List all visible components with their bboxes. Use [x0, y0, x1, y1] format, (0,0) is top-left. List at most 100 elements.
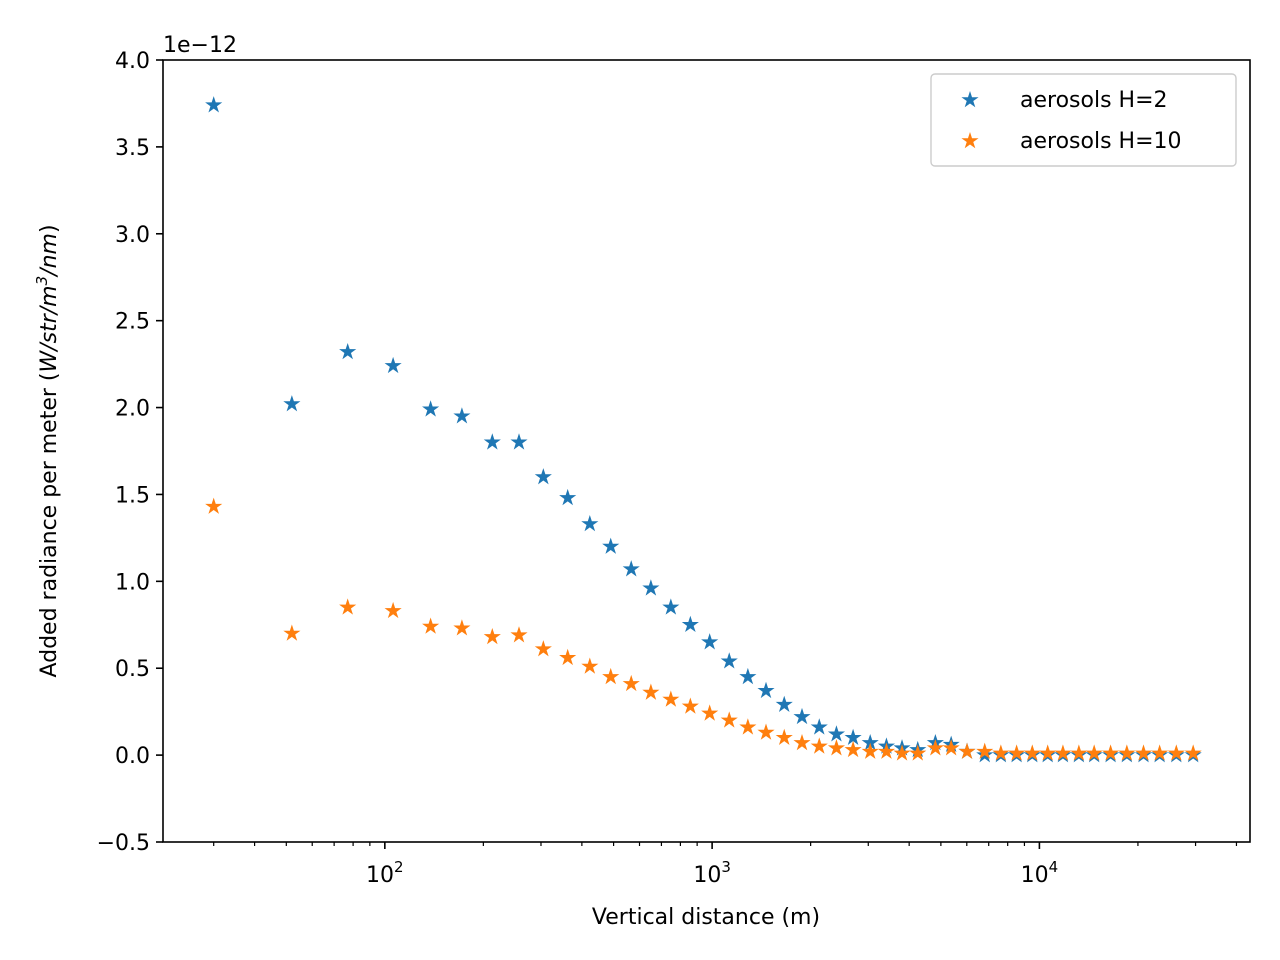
- data-point: [581, 514, 599, 532]
- y-offset-label: 1e−12: [163, 33, 237, 58]
- data-point: [602, 667, 620, 685]
- data-point: [1023, 744, 1041, 761]
- data-points: [205, 96, 1202, 763]
- data-point: [992, 744, 1010, 761]
- y-tick-label: 2.0: [115, 397, 150, 422]
- data-point: [453, 407, 471, 424]
- legend: aerosols H=2 aerosols H=10: [930, 73, 1237, 167]
- legend-label-h10: aerosols H=10: [1020, 129, 1182, 154]
- data-point: [1184, 744, 1202, 761]
- data-point: [384, 356, 402, 374]
- data-point: [757, 681, 775, 699]
- data-point: [662, 598, 680, 615]
- data-point: [642, 683, 660, 700]
- data-point: [662, 690, 680, 707]
- y-tick-label: 1.0: [115, 570, 150, 595]
- data-point: [1102, 744, 1120, 761]
- data-point: [861, 733, 879, 751]
- y-tick-label: −0.5: [97, 831, 150, 856]
- data-point: [844, 728, 862, 746]
- data-point: [642, 579, 660, 596]
- y-tick-label: 4.0: [115, 49, 150, 74]
- data-point: [681, 697, 699, 714]
- data-point: [283, 395, 301, 412]
- data-point: [942, 739, 960, 756]
- y-tick-label: 3.0: [115, 223, 150, 248]
- data-point: [844, 740, 862, 758]
- y-axis-label-sup: 3: [33, 276, 51, 286]
- data-point: [1118, 744, 1136, 761]
- y-axis-label: Added radiance per meter (W/str/m3/nm): [33, 224, 62, 677]
- y-axis: −0.5 0.0 0.5 1.0 1.5 2.0 2.5 3.0 3.5 4.0: [97, 49, 163, 856]
- data-point: [926, 739, 944, 756]
- data-point: [422, 617, 440, 634]
- data-point: [283, 624, 301, 641]
- data-point: [581, 657, 599, 674]
- y-tick-label: 1.5: [115, 483, 150, 508]
- data-point: [701, 633, 719, 650]
- data-point: [534, 640, 552, 657]
- data-point: [958, 742, 976, 759]
- data-point: [739, 718, 757, 735]
- data-point: [720, 711, 738, 728]
- data-point: [810, 737, 828, 754]
- data-point: [775, 695, 793, 712]
- data-point: [893, 744, 911, 761]
- legend-box: [930, 73, 1237, 167]
- data-point: [701, 704, 719, 721]
- legend-marker-h10: [961, 132, 979, 149]
- data-point: [1070, 744, 1088, 761]
- legend-label-h2: aerosols H=2: [1020, 88, 1168, 113]
- data-point: [622, 560, 640, 577]
- x-tick-label: 104: [1021, 858, 1059, 888]
- x-tick-label: 103: [693, 858, 731, 888]
- data-point: [453, 619, 471, 636]
- data-point: [810, 718, 828, 735]
- data-point: [483, 627, 501, 645]
- data-point: [534, 468, 552, 485]
- data-point: [1134, 744, 1153, 761]
- data-point: [205, 497, 223, 514]
- data-point: [483, 433, 501, 450]
- data-point: [775, 728, 793, 746]
- y-tick-label: 3.5: [115, 136, 150, 161]
- data-point: [384, 601, 402, 619]
- data-point: [1167, 744, 1185, 761]
- data-point: [602, 537, 620, 554]
- x-axis-label: Vertical distance (m): [592, 905, 820, 930]
- data-point: [1085, 744, 1103, 761]
- y-axis-label-unit: W/str/m: [37, 285, 62, 372]
- y-axis-label-unit2: /nm: [37, 233, 62, 278]
- series-h10: [205, 497, 1202, 761]
- data-point: [739, 667, 757, 685]
- data-point: [877, 742, 895, 759]
- data-point: [205, 96, 223, 113]
- data-point: [422, 400, 440, 417]
- data-point: [757, 723, 775, 740]
- data-point: [510, 626, 528, 643]
- data-point: [720, 652, 738, 669]
- data-point: [339, 598, 357, 615]
- data-point: [622, 674, 640, 692]
- x-tick-label: 102: [366, 858, 404, 888]
- y-tick-label: 0.0: [115, 744, 150, 769]
- data-point: [827, 739, 845, 756]
- data-point: [793, 707, 811, 725]
- y-tick-label: 0.5: [115, 657, 150, 682]
- data-point: [510, 433, 528, 450]
- y-tick-label: 2.5: [115, 310, 150, 335]
- data-point: [1054, 744, 1072, 761]
- plot-area-frame: [162, 59, 1251, 843]
- data-point: [827, 725, 845, 742]
- data-point: [861, 742, 879, 759]
- data-point: [559, 648, 577, 666]
- data-point: [1008, 744, 1026, 761]
- data-point: [976, 742, 994, 759]
- legend-marker-h2: [961, 91, 979, 108]
- data-point: [1151, 744, 1169, 761]
- data-point: [339, 342, 357, 360]
- data-point: [1039, 744, 1057, 761]
- y-axis-label-prefix: Added radiance per meter (: [37, 373, 62, 678]
- x-axis: 102 103 104: [213, 842, 1238, 888]
